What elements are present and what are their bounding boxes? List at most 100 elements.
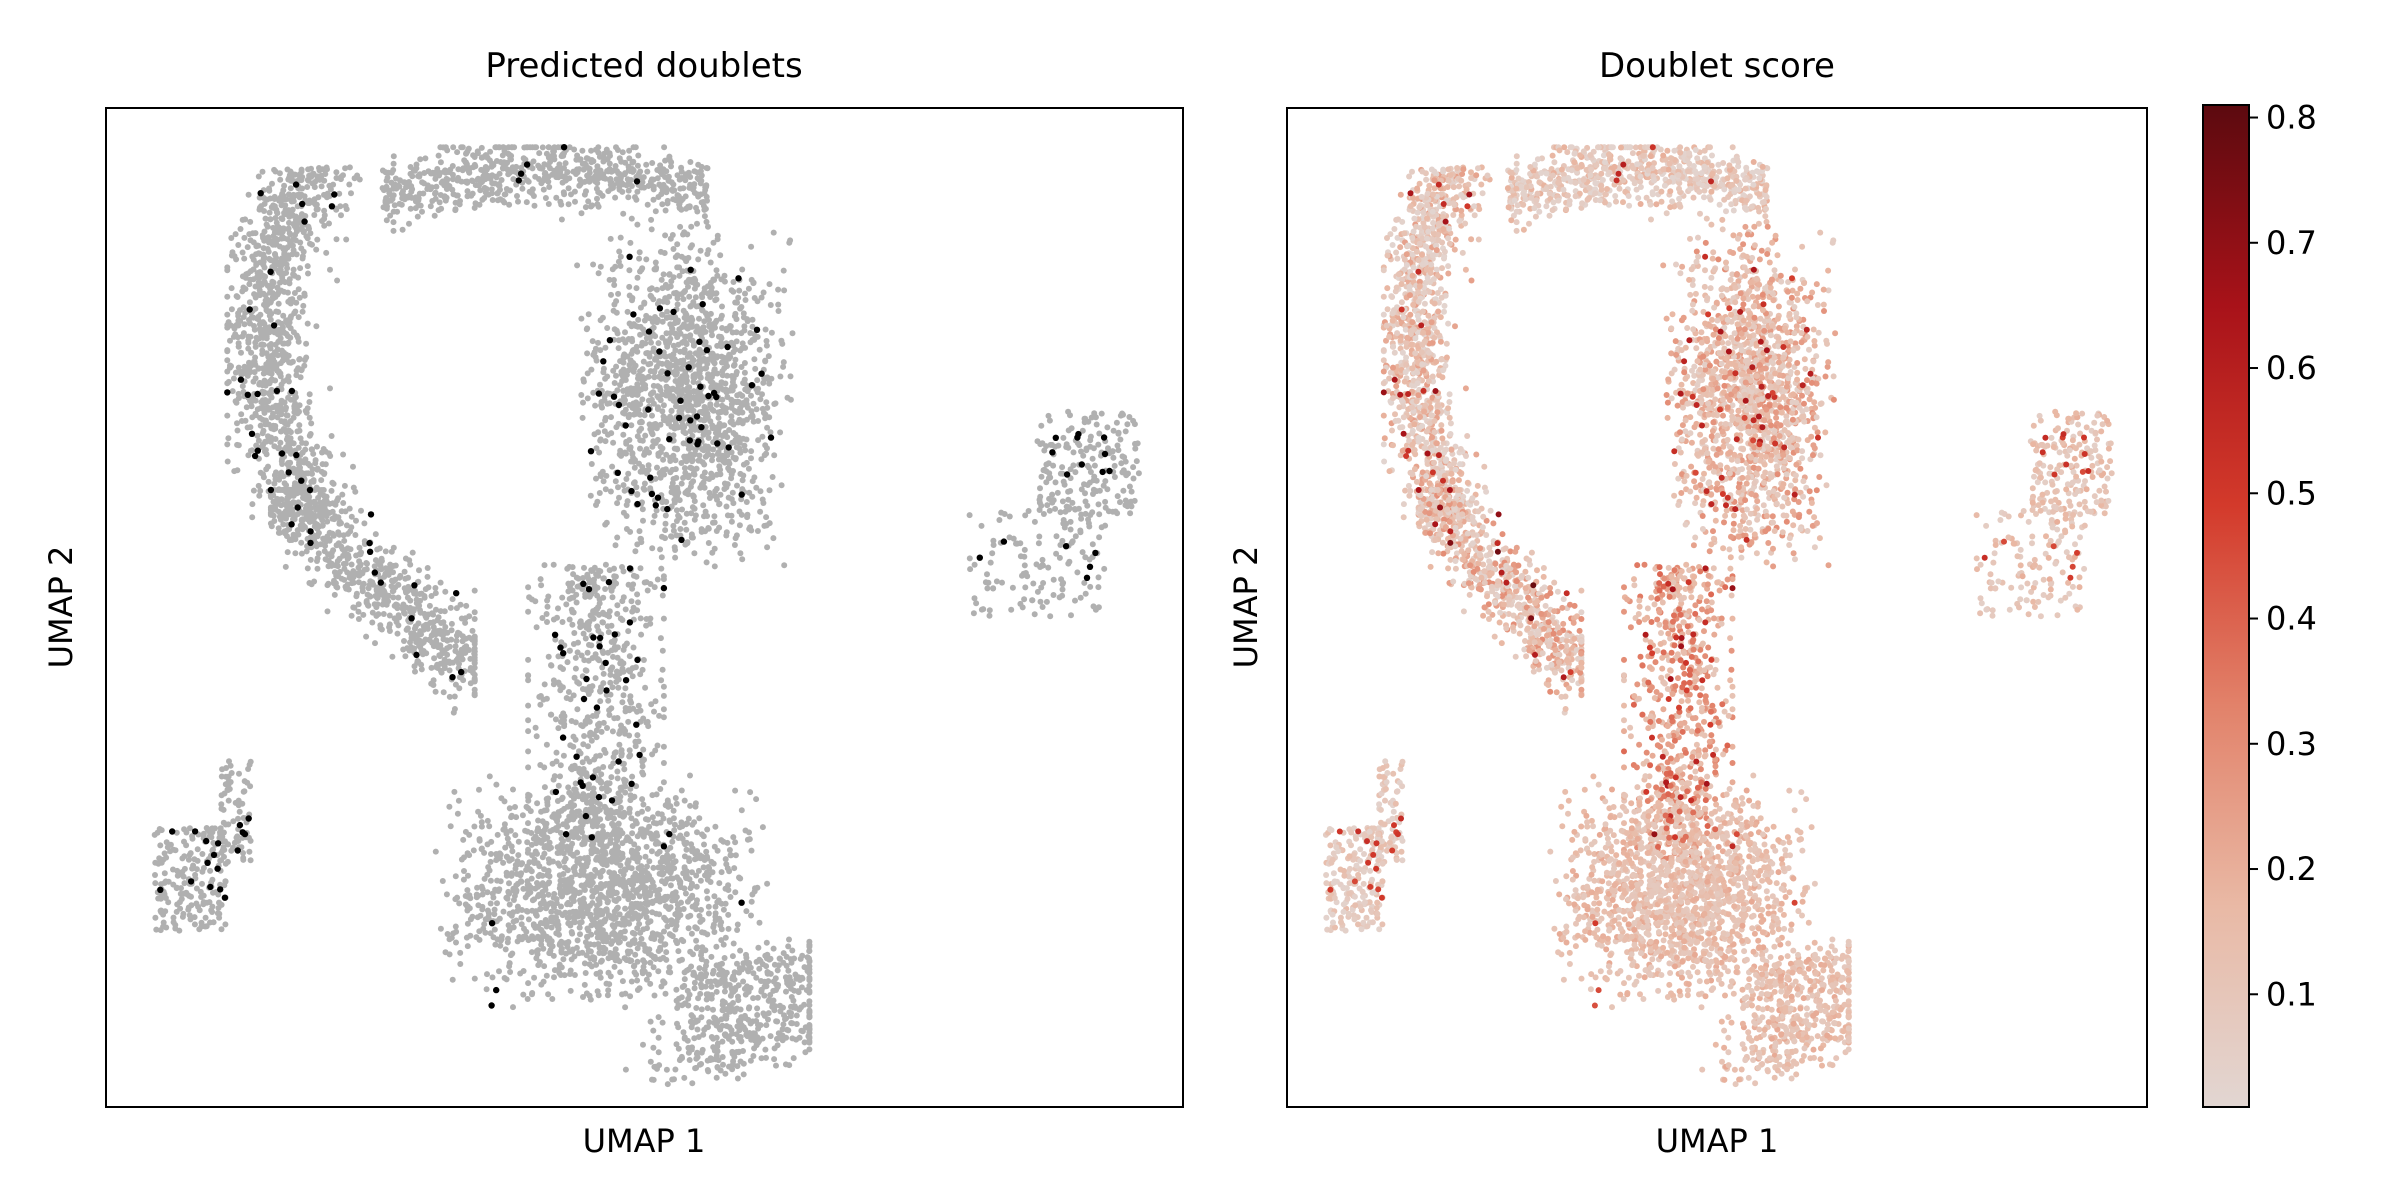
singlet-point [613,678,620,685]
singlet-point [671,496,678,503]
singlet-point [548,711,555,718]
singlet-point [670,527,677,534]
singlet-point [690,357,697,364]
singlet-point [419,179,426,186]
singlet-point [640,746,647,753]
singlet-point [615,345,622,352]
singlet-point [766,487,773,494]
singlet-point [311,212,318,218]
singlet-point [252,339,259,346]
singlet-point [628,183,635,189]
singlet-point [320,535,327,542]
singlet-point [686,350,693,357]
singlet-point [702,187,709,193]
singlet-point [340,172,346,179]
singlet-point [620,725,627,732]
singlet-point [636,375,643,382]
singlet-point [586,732,593,739]
singlet-point [634,708,640,715]
singlet-point [639,666,646,673]
singlet-point [677,223,684,230]
singlet-point [433,183,440,190]
singlet-point [654,175,661,182]
singlet-point [739,340,746,347]
singlet-point [672,457,679,464]
singlet-point [225,435,232,442]
singlet-point [278,202,285,209]
singlet-point [256,492,263,499]
singlet-point [322,511,329,518]
singlet-point [364,560,370,567]
singlet-point [538,180,545,187]
singlet-point [581,733,588,739]
singlet-point [620,594,627,601]
singlet-point [591,756,598,763]
singlet-point [471,692,478,698]
singlet-point [578,210,585,217]
singlet-point [579,147,586,154]
singlet-point [500,144,506,151]
singlet-point [578,315,585,322]
singlet-point [330,580,337,587]
singlet-point [686,293,693,300]
singlet-point [430,682,437,688]
singlet-point [770,535,777,542]
singlet-point [442,167,449,174]
singlet-point [330,181,337,188]
singlet-point [525,584,532,591]
singlet-point [341,537,348,544]
singlet-point [654,436,661,443]
singlet-point [311,184,318,191]
singlet-point [386,624,393,631]
singlet-point [658,677,665,684]
singlet-point [290,247,297,254]
singlet-point [767,302,774,308]
singlet-point [372,640,378,647]
singlet-point [770,229,777,236]
singlet-point [254,432,261,439]
singlet-point [595,270,602,277]
singlet-point [639,506,646,513]
singlet-point [620,692,627,699]
singlet-point [390,578,397,585]
singlet-point [273,209,280,216]
singlet-point [668,278,675,285]
singlet-point [260,234,266,241]
singlet-point [672,795,679,801]
singlet-point [259,430,266,437]
singlet-point [440,689,447,696]
singlet-point [648,226,655,233]
singlet-point [262,447,269,453]
singlet-point [295,338,302,345]
singlet-point [634,221,641,228]
singlet-point [284,236,291,243]
singlet-point [285,394,292,401]
singlet-point [680,231,686,238]
singlet-point [536,165,543,172]
singlet-point [650,519,657,526]
singlet-point [330,547,337,554]
singlet-point [277,266,284,273]
singlet-point [549,152,555,159]
singlet-point [444,629,451,636]
singlet-point [359,588,366,595]
singlet-point [265,478,272,485]
singlet-point [691,275,698,282]
singlet-point [494,197,501,204]
singlet-point [245,452,252,459]
singlet-point [583,772,590,779]
singlet-point [336,190,343,197]
singlet-point [575,575,582,582]
singlet-point [413,161,420,168]
singlet-point [306,518,313,525]
singlet-point [543,741,550,748]
singlet-point [415,197,422,204]
singlet-point [612,542,619,549]
singlet-point [754,333,761,340]
singlet-point [359,570,366,577]
singlet-point [541,562,548,569]
singlet-point [648,216,655,223]
singlet-point [634,732,641,739]
singlet-point [622,705,629,711]
singlet-point [471,609,478,616]
